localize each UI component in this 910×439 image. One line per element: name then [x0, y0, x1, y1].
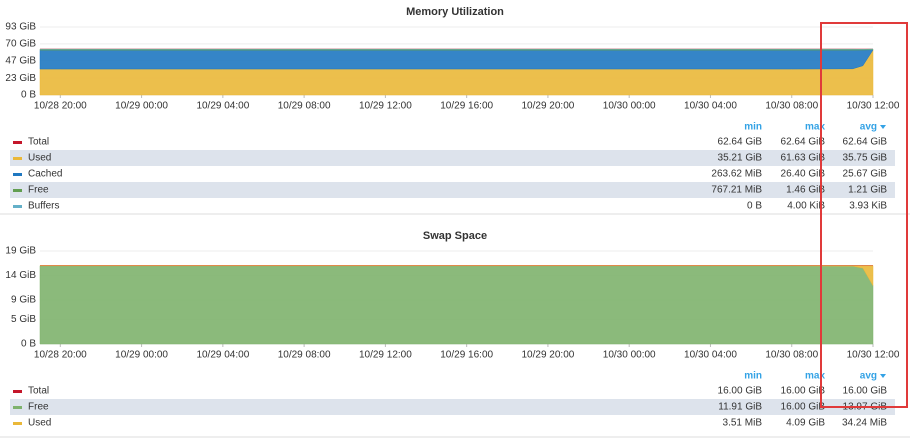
- legend-stat: 25.67 GiB: [843, 169, 888, 180]
- legend-stat: 1.46 GiB: [786, 185, 825, 196]
- y-tick-label: 70 GiB: [5, 38, 36, 49]
- legend-swatch: [13, 390, 22, 393]
- x-tick-label: 10/29 00:00: [115, 101, 168, 112]
- legend-name[interactable]: Total: [28, 137, 49, 148]
- x-tick-label: 10/29 04:00: [196, 350, 249, 361]
- sort-caret: [880, 125, 886, 129]
- legend-swatch: [13, 157, 22, 160]
- legend-stat: 16.00 GiB: [781, 402, 826, 413]
- area-series: [39, 49, 874, 70]
- legend-column-header[interactable]: min: [744, 122, 762, 133]
- legend-stat: 34.24 MiB: [842, 418, 887, 429]
- x-tick-label: 10/29 12:00: [359, 350, 412, 361]
- legend-name[interactable]: Cached: [28, 169, 62, 180]
- legend-stat: 61.63 GiB: [781, 153, 826, 164]
- y-tick-label: 14 GiB: [5, 270, 36, 281]
- x-tick-label: 10/30 00:00: [603, 350, 656, 361]
- legend-swatch: [13, 422, 22, 425]
- legend-name[interactable]: Free: [28, 402, 49, 413]
- sort-caret: [880, 374, 886, 378]
- y-tick-label: 9 GiB: [11, 295, 36, 306]
- y-tick-label: 0 B: [21, 339, 36, 350]
- panel-title: Swap Space: [423, 230, 487, 242]
- highlight-box: [820, 22, 908, 408]
- legend-stat: 0 B: [747, 201, 762, 212]
- x-tick-label: 10/30 00:00: [603, 101, 656, 112]
- y-tick-label: 23 GiB: [5, 73, 36, 84]
- legend-table: Total 16.00 GiB 16.00 GiB 16.00 GiB Free 11.9…: [10, 386, 895, 429]
- y-tick-label: 47 GiB: [5, 55, 36, 66]
- x-tick-label: 10/28 20:00: [34, 350, 87, 361]
- x-tick-label: 10/29 16:00: [440, 350, 493, 361]
- legend-stat: 4.09 GiB: [786, 418, 825, 429]
- x-tick-label: 10/30 04:00: [684, 350, 737, 361]
- legend-column-header[interactable]: avg: [860, 371, 877, 382]
- legend-row-bg: [10, 150, 895, 166]
- legend-swatch: [13, 173, 22, 176]
- x-tick-label: 10/30 12:00: [847, 101, 900, 112]
- legend-stat: 62.64 GiB: [781, 137, 826, 148]
- legend-swatch: [13, 205, 22, 208]
- x-tick-label: 10/29 12:00: [359, 101, 412, 112]
- legend-stat: 11.91 GiB: [718, 402, 762, 413]
- legend-name[interactable]: Buffers: [28, 201, 60, 212]
- legend-stat: 35.21 GiB: [718, 153, 763, 164]
- x-tick-label: 10/29 08:00: [278, 101, 331, 112]
- legend-column-header[interactable]: min: [744, 371, 762, 382]
- legend-column-header[interactable]: avg: [860, 122, 877, 133]
- x-tick-label: 10/29 20:00: [522, 101, 575, 112]
- legend-swatch: [13, 141, 22, 144]
- panel-title: Memory Utilization: [406, 6, 504, 18]
- legend-stat: 16.00 GiB: [843, 386, 888, 397]
- legend-swatch: [13, 189, 22, 192]
- x-tick-label: 10/29 00:00: [115, 350, 168, 361]
- legend-column-header[interactable]: max: [805, 122, 825, 133]
- x-tick-label: 10/29 04:00: [196, 101, 249, 112]
- legend-stat: 16.00 GiB: [718, 386, 763, 397]
- legend-swatch: [13, 406, 22, 409]
- legend-row-bg: [10, 182, 895, 198]
- x-tick-label: 10/28 20:00: [34, 101, 87, 112]
- legend-stat: 16.00 GiB: [781, 386, 826, 397]
- legend-name[interactable]: Total: [28, 386, 49, 397]
- area-series: [39, 265, 874, 345]
- y-tick-label: 0 B: [21, 90, 36, 101]
- legend-name[interactable]: Used: [28, 418, 51, 429]
- x-tick-label: 10/30 12:00: [847, 350, 900, 361]
- legend-stat: 62.64 GiB: [718, 137, 763, 148]
- legend-name[interactable]: Free: [28, 185, 49, 196]
- y-tick-label: 5 GiB: [11, 314, 36, 325]
- x-tick-label: 10/29 20:00: [522, 350, 575, 361]
- legend-stat: 3.93 KiB: [849, 201, 887, 212]
- x-tick-label: 10/30 08:00: [765, 350, 818, 361]
- legend-stat: 62.64 GiB: [843, 137, 888, 148]
- x-tick-label: 10/30 08:00: [765, 101, 818, 112]
- legend-column-header[interactable]: max: [805, 371, 825, 382]
- legend-stat: 35.75 GiB: [843, 153, 888, 164]
- area-series: [39, 265, 874, 287]
- legend-stat: 1.21 GiB: [848, 185, 887, 196]
- legend-stat: 4.00 KiB: [787, 201, 825, 212]
- legend-stat: 3.51 MiB: [723, 418, 763, 429]
- legend-table: Total 62.64 GiB 62.64 GiB 62.64 GiB Used 35.2…: [10, 137, 895, 212]
- x-tick-label: 10/29 16:00: [440, 101, 493, 112]
- legend-name[interactable]: Used: [28, 153, 51, 164]
- legend-stat: 263.62 MiB: [711, 169, 762, 180]
- y-tick-label: 19 GiB: [5, 246, 36, 257]
- x-tick-label: 10/29 08:00: [278, 350, 331, 361]
- legend-stat: 767.21 MiB: [711, 185, 762, 196]
- legend-row-bg: [10, 399, 895, 415]
- x-tick-label: 10/30 04:00: [684, 101, 737, 112]
- y-tick-label: 93 GiB: [5, 22, 36, 33]
- legend-stat: 26.40 GiB: [781, 169, 826, 180]
